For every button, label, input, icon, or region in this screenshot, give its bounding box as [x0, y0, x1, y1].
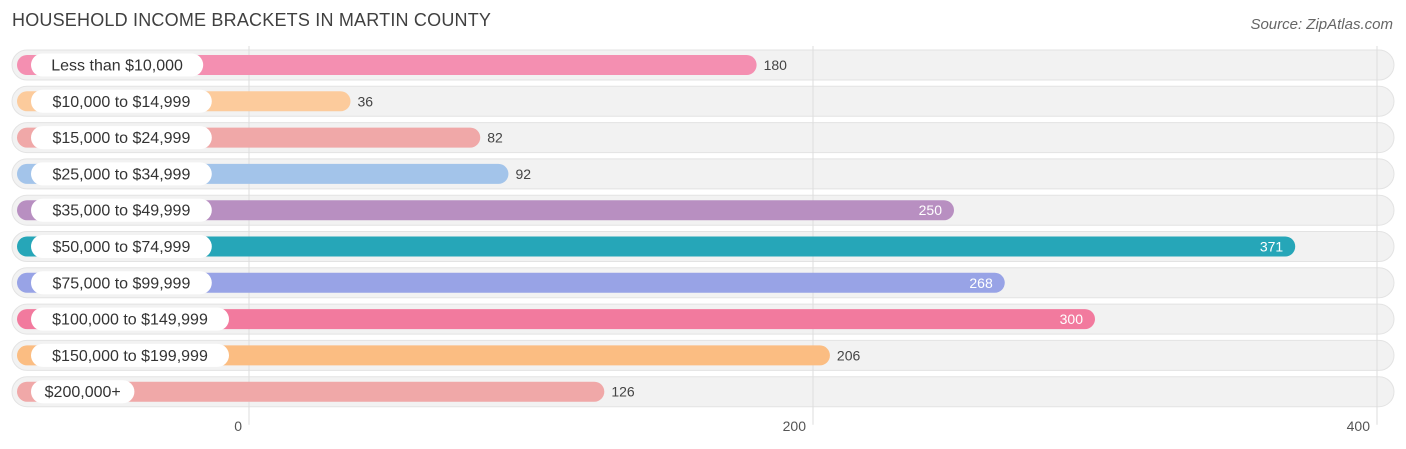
- category-label-pill: [31, 162, 212, 186]
- bar: [17, 309, 1095, 330]
- x-tick-label: 0: [234, 418, 242, 434]
- category-label: $100,000 to $149,999: [52, 312, 208, 329]
- x-tick-label: 200: [783, 418, 807, 434]
- category-label-pill: [31, 380, 135, 404]
- value-label: 250: [919, 202, 943, 218]
- category-label-pill: [31, 53, 204, 77]
- value-label: 206: [837, 347, 861, 363]
- category-label: $200,000+: [45, 384, 121, 401]
- category-label-pill: [31, 235, 212, 258]
- category-label: $25,000 to $34,999: [52, 166, 190, 183]
- bar: [17, 200, 954, 221]
- bar: [17, 272, 1005, 293]
- bar: [17, 236, 1296, 257]
- value-label: 92: [515, 166, 531, 182]
- source-attribution: Source: ZipAtlas.com: [1250, 16, 1393, 33]
- value-label: 36: [358, 93, 374, 109]
- category-label: $15,000 to $24,999: [52, 130, 190, 147]
- x-tick-label: 400: [1347, 418, 1371, 434]
- category-label-pill: [31, 307, 229, 331]
- category-label-pill: [31, 198, 212, 222]
- row-background: [11, 85, 1395, 117]
- category-label: $75,000 to $99,999: [52, 275, 190, 292]
- category-label-pill: [31, 89, 212, 113]
- value-label: 126: [611, 384, 635, 400]
- value-label: 371: [1260, 239, 1284, 255]
- category-label-pill: [31, 343, 229, 367]
- category-label: Less than $10,000: [51, 58, 183, 75]
- category-label: $50,000 to $74,999: [52, 239, 190, 256]
- value-label: 82: [487, 130, 503, 146]
- value-label: 300: [1060, 311, 1084, 327]
- category-label: $35,000 to $49,999: [52, 203, 190, 220]
- value-label: 180: [764, 57, 788, 73]
- category-label-pill: [31, 126, 212, 150]
- category-label-pill: [31, 271, 212, 295]
- chart-title: HOUSEHOLD INCOME BRACKETS IN MARTIN COUN…: [12, 10, 492, 30]
- value-label: 268: [969, 275, 993, 291]
- category-label: $150,000 to $199,999: [52, 348, 208, 365]
- category-label: $10,000 to $14,999: [52, 94, 190, 111]
- bar: [17, 381, 605, 402]
